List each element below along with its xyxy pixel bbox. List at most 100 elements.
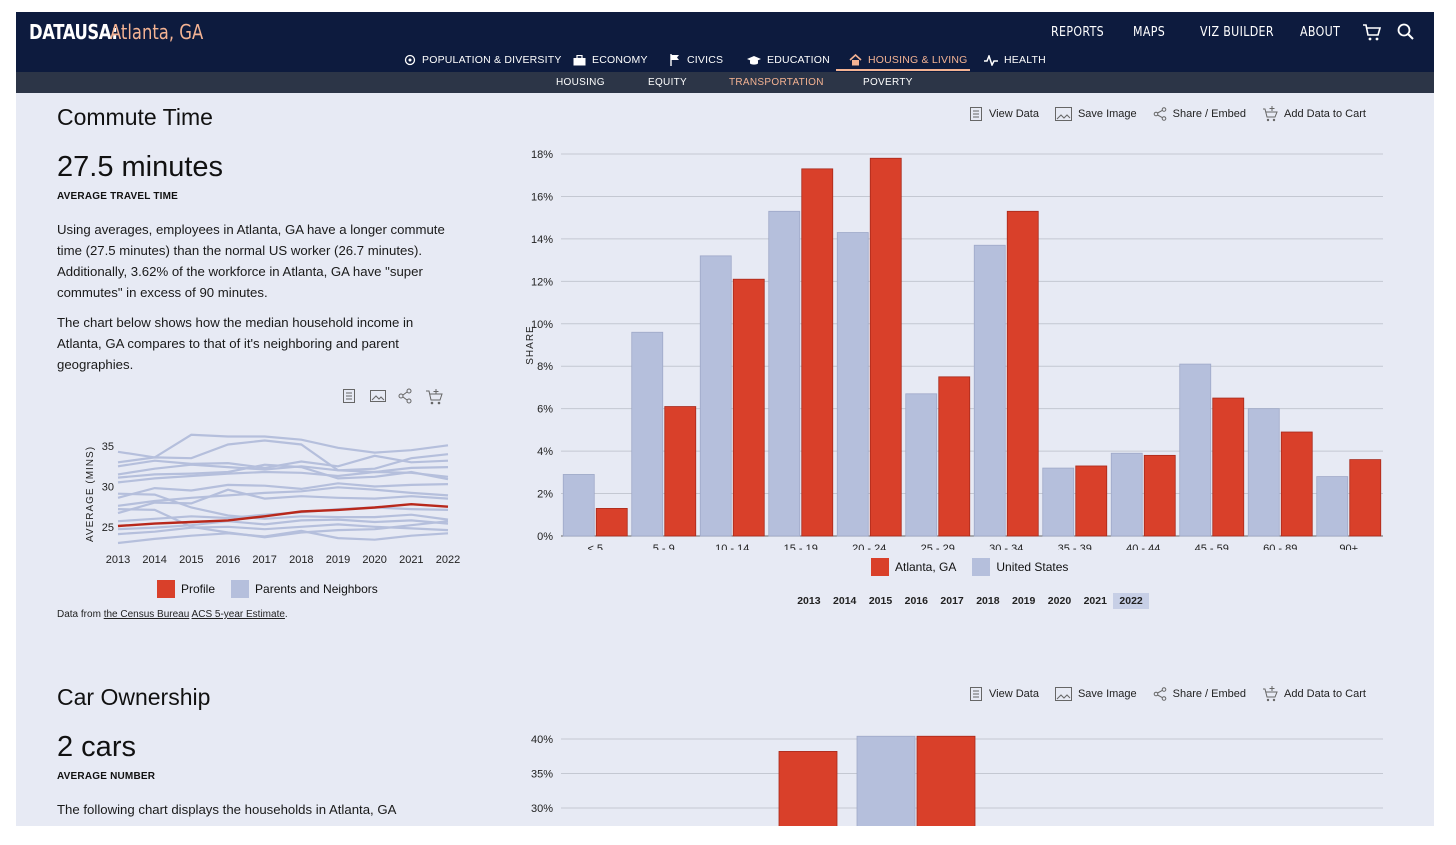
x-tick-label: 2016 bbox=[216, 554, 240, 566]
year-option-2017[interactable]: 2017 bbox=[940, 595, 964, 607]
legend-swatch-atlanta bbox=[871, 558, 889, 576]
y-tick-label: 25 bbox=[102, 522, 114, 534]
bar-united-states bbox=[1247, 408, 1280, 537]
subnav-housing[interactable]: HOUSING bbox=[556, 77, 605, 88]
nav-about[interactable]: ABOUT bbox=[1300, 25, 1341, 40]
x-tick-label: 2022 bbox=[436, 554, 460, 566]
view-data-button[interactable]: View Data bbox=[969, 686, 1039, 702]
y-tick-label: 10% bbox=[531, 319, 553, 331]
year-option-2018[interactable]: 2018 bbox=[976, 595, 1000, 607]
view-data-button[interactable]: View Data bbox=[969, 106, 1039, 122]
share-icon[interactable] bbox=[397, 388, 415, 406]
category-health[interactable]: HEALTH bbox=[984, 54, 1046, 66]
neighbor-series-line bbox=[117, 486, 449, 507]
y-tick-label: 14% bbox=[531, 234, 553, 246]
bar-united-states bbox=[562, 474, 595, 537]
share-embed-button[interactable]: Share / Embed bbox=[1153, 686, 1246, 702]
year-option-2013[interactable]: 2013 bbox=[797, 595, 821, 607]
year-option-2014[interactable]: 2014 bbox=[833, 595, 857, 607]
category-economy[interactable]: ECONOMY bbox=[573, 54, 648, 66]
add-to-cart-icon[interactable] bbox=[425, 388, 443, 406]
car-ownership-bar-chart: 30% 35% 40% bbox=[531, 734, 1383, 826]
subnav-transportation[interactable]: TRANSPORTATION bbox=[729, 77, 824, 88]
bar-united-states bbox=[836, 232, 869, 537]
category-label: POPULATION & DIVERSITY bbox=[422, 54, 562, 66]
location-title[interactable]: Atlanta, GA bbox=[110, 20, 204, 44]
mini-chart-toolbar bbox=[341, 388, 443, 406]
stat-cars: 2 cars bbox=[57, 731, 136, 763]
car-paragraph: The following chart displays the househo… bbox=[57, 802, 397, 817]
nav-maps[interactable]: MAPS bbox=[1133, 25, 1166, 40]
y-axis-label: AVERAGE (MINS) bbox=[85, 446, 96, 542]
bar-united-states bbox=[699, 255, 732, 537]
y-tick-label: 16% bbox=[531, 191, 553, 203]
heartbeat-icon bbox=[984, 54, 998, 66]
add-to-cart-button[interactable]: Add Data to Cart bbox=[1262, 106, 1366, 122]
legend-item-atlanta[interactable]: Atlanta, GA bbox=[871, 558, 956, 576]
datausa-logo[interactable]: DATAUSA: bbox=[29, 20, 118, 44]
x-tick-label: 45 - 59 bbox=[1195, 543, 1229, 550]
share-embed-button[interactable]: Share / Embed bbox=[1153, 106, 1246, 122]
cart-icon[interactable] bbox=[1362, 22, 1382, 42]
category-population-diversity[interactable]: POPULATION & DIVERSITY bbox=[404, 54, 562, 66]
x-tick-label: 15 - 19 bbox=[784, 543, 818, 550]
bar-atlanta bbox=[778, 751, 838, 826]
flag-icon bbox=[670, 54, 679, 66]
category-education[interactable]: EDUCATION bbox=[747, 54, 830, 66]
x-tick-label: 2021 bbox=[399, 554, 423, 566]
neighbor-series-line bbox=[117, 463, 449, 476]
category-civics[interactable]: CIVICS bbox=[670, 54, 723, 66]
nav-viz-builder[interactable]: VIZ BUILDER bbox=[1200, 25, 1274, 40]
neighbor-series-line bbox=[117, 488, 449, 515]
year-option-2021[interactable]: 2021 bbox=[1083, 595, 1107, 607]
chart-toolbar-commute: View Data Save Image Share / Embed Add D… bbox=[969, 106, 1366, 122]
save-image-label: Save Image bbox=[1077, 108, 1137, 120]
legend-label-profile: Profile bbox=[181, 582, 216, 596]
category-housing-living[interactable]: HOUSING & LIVING bbox=[849, 54, 967, 66]
source-link-acs[interactable]: ACS 5-year Estimate bbox=[191, 609, 285, 620]
subnav-equity[interactable]: EQUITY bbox=[648, 77, 688, 88]
bar-atlanta bbox=[1349, 459, 1382, 537]
active-category-underline bbox=[836, 69, 970, 71]
search-icon[interactable] bbox=[1396, 22, 1416, 42]
x-tick-label: 2014 bbox=[142, 554, 166, 566]
view-data-icon[interactable] bbox=[341, 388, 359, 406]
nav-reports[interactable]: REPORTS bbox=[1051, 25, 1105, 40]
subnav-poverty[interactable]: POVERTY bbox=[863, 77, 913, 88]
year-option-2015[interactable]: 2015 bbox=[868, 595, 893, 607]
x-tick-label: 2013 bbox=[106, 554, 130, 566]
year-option-2019[interactable]: 2019 bbox=[1012, 595, 1036, 607]
share-icon bbox=[1153, 107, 1166, 121]
x-tick-label: 2018 bbox=[289, 554, 313, 566]
category-label: EDUCATION bbox=[767, 54, 830, 66]
legend-item-profile[interactable]: Profile bbox=[157, 580, 215, 598]
x-tick-label: 35 - 39 bbox=[1058, 543, 1092, 550]
save-image-button[interactable]: Save Image bbox=[1054, 686, 1137, 702]
y-axis-label: SHARE bbox=[525, 325, 536, 364]
bar-atlanta bbox=[732, 278, 765, 537]
legend-label-atlanta: Atlanta, GA bbox=[895, 560, 957, 574]
commute-paragraph-2: The chart below shows how the median hou… bbox=[57, 315, 414, 372]
source-suffix: . bbox=[284, 609, 288, 620]
source-link-census[interactable]: the Census Bureau bbox=[103, 609, 190, 620]
year-option-2022-selected[interactable]: 2022 bbox=[1113, 593, 1149, 609]
bar-united-states bbox=[768, 210, 801, 537]
bar-united-states bbox=[1316, 476, 1349, 537]
year-option-2016[interactable]: 2016 bbox=[904, 595, 928, 607]
section-title-car-ownership: Car Ownership bbox=[57, 684, 211, 710]
save-image-icon bbox=[1054, 107, 1072, 121]
bar-atlanta bbox=[1212, 397, 1245, 537]
save-image-button[interactable]: Save Image bbox=[1054, 106, 1137, 122]
save-image-icon[interactable] bbox=[369, 388, 387, 406]
share-embed-label: Share / Embed bbox=[1172, 688, 1247, 700]
legend-item-neighbors[interactable]: Parents and Neighbors bbox=[231, 580, 378, 598]
population-icon bbox=[404, 54, 416, 66]
sub-navbar: HOUSING EQUITY TRANSPORTATION POVERTY bbox=[16, 72, 1434, 93]
add-to-cart-button[interactable]: Add Data to Cart bbox=[1262, 686, 1366, 702]
year-option-2020[interactable]: 2020 bbox=[1047, 595, 1072, 607]
neighbor-series-line bbox=[117, 482, 449, 499]
y-tick-label: 30 bbox=[102, 481, 114, 493]
view-data-icon bbox=[970, 687, 982, 701]
legend-item-us[interactable]: United States bbox=[972, 558, 1068, 576]
add-to-cart-icon bbox=[1263, 106, 1278, 122]
